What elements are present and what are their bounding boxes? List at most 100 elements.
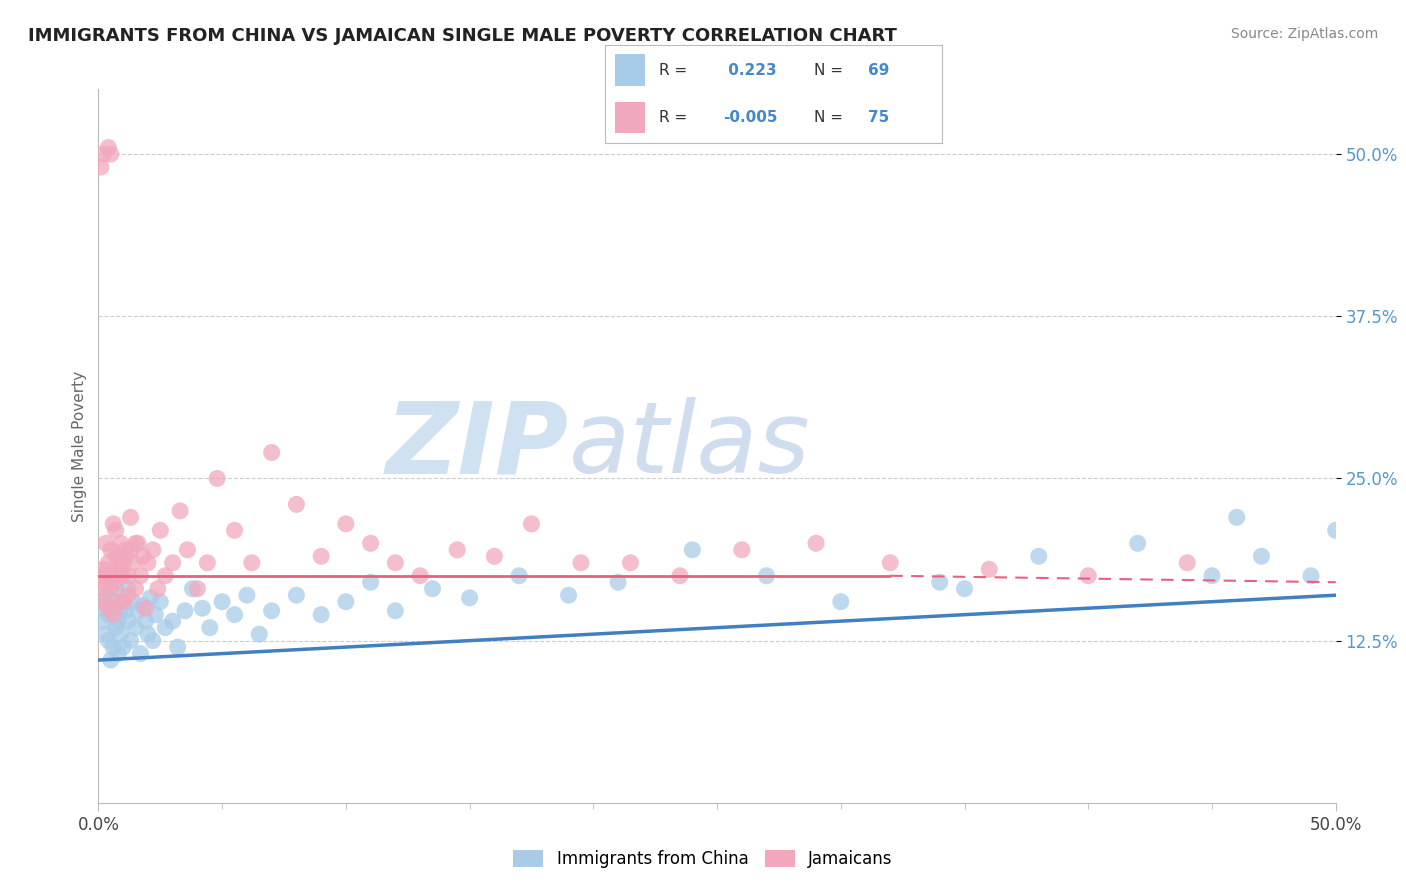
Point xyxy=(1324,524,1347,538)
Point xyxy=(1201,568,1223,582)
Point xyxy=(107,614,129,628)
Point xyxy=(181,582,204,596)
Point xyxy=(384,556,406,570)
Point xyxy=(335,516,357,531)
Point xyxy=(117,568,139,582)
Point xyxy=(103,516,125,531)
Point xyxy=(146,582,169,596)
Legend: Immigrants from China, Jamaicans: Immigrants from China, Jamaicans xyxy=(506,843,900,875)
Text: 69: 69 xyxy=(868,62,889,78)
Text: R =: R = xyxy=(658,110,686,125)
Point xyxy=(90,601,112,615)
Point xyxy=(93,595,115,609)
Point xyxy=(124,621,146,635)
Point xyxy=(117,588,139,602)
Point xyxy=(198,621,221,635)
Point xyxy=(90,568,112,582)
Point xyxy=(134,601,156,615)
Point xyxy=(195,556,218,570)
Point xyxy=(97,556,120,570)
Point xyxy=(90,582,112,596)
Point xyxy=(360,536,382,550)
Point xyxy=(103,601,125,615)
Point xyxy=(224,607,246,622)
Point xyxy=(446,542,468,557)
Text: -0.005: -0.005 xyxy=(723,110,778,125)
Point xyxy=(260,445,283,459)
Point xyxy=(94,575,117,590)
Text: 75: 75 xyxy=(868,110,889,125)
Point xyxy=(132,599,155,613)
Point xyxy=(830,595,852,609)
Point xyxy=(174,604,197,618)
Point xyxy=(211,595,233,609)
Point xyxy=(607,575,630,590)
Point xyxy=(335,595,357,609)
Point xyxy=(285,588,308,602)
Point xyxy=(979,562,1001,576)
Point xyxy=(100,595,122,609)
Point xyxy=(155,621,177,635)
Point xyxy=(103,640,125,654)
Point xyxy=(127,604,149,618)
Point xyxy=(236,588,259,602)
Point xyxy=(136,556,159,570)
Point xyxy=(107,647,129,661)
Point xyxy=(112,568,135,582)
Point xyxy=(120,542,142,557)
Point xyxy=(247,627,270,641)
Point xyxy=(107,556,129,570)
Point xyxy=(1126,536,1149,550)
Bar xyxy=(614,102,645,133)
Point xyxy=(191,601,214,615)
Point xyxy=(114,542,136,557)
Point xyxy=(93,562,115,576)
Point xyxy=(104,604,127,618)
Point xyxy=(124,582,146,596)
Point xyxy=(112,640,135,654)
Point xyxy=(162,614,184,628)
Point xyxy=(755,568,778,582)
Point xyxy=(103,568,125,582)
Point xyxy=(100,147,122,161)
Point xyxy=(97,601,120,615)
Point xyxy=(94,588,117,602)
Point xyxy=(120,633,142,648)
Point xyxy=(569,556,592,570)
Text: atlas: atlas xyxy=(568,398,810,494)
Point xyxy=(104,621,127,635)
Point xyxy=(143,607,166,622)
Point xyxy=(1077,568,1099,582)
Point xyxy=(97,633,120,648)
Point xyxy=(117,614,139,628)
Point xyxy=(285,497,308,511)
Point xyxy=(97,140,120,154)
Point xyxy=(681,542,703,557)
Point xyxy=(120,510,142,524)
Point xyxy=(129,647,152,661)
Point xyxy=(155,568,177,582)
Point xyxy=(928,575,950,590)
Text: R =: R = xyxy=(658,62,686,78)
Point xyxy=(134,614,156,628)
Point xyxy=(142,542,165,557)
Point xyxy=(93,147,115,161)
Point xyxy=(309,549,332,564)
Point xyxy=(1226,510,1249,524)
Point xyxy=(484,549,506,564)
Point xyxy=(136,627,159,641)
Point xyxy=(90,160,112,174)
Point xyxy=(104,524,127,538)
Point xyxy=(94,627,117,641)
Point xyxy=(104,582,127,596)
Point xyxy=(804,536,827,550)
Point xyxy=(110,568,132,582)
Point xyxy=(731,542,754,557)
Point xyxy=(142,633,165,648)
Point xyxy=(1299,568,1322,582)
Text: N =: N = xyxy=(814,62,842,78)
Point xyxy=(169,504,191,518)
Point xyxy=(309,607,332,622)
Point xyxy=(104,575,127,590)
Point xyxy=(260,604,283,618)
